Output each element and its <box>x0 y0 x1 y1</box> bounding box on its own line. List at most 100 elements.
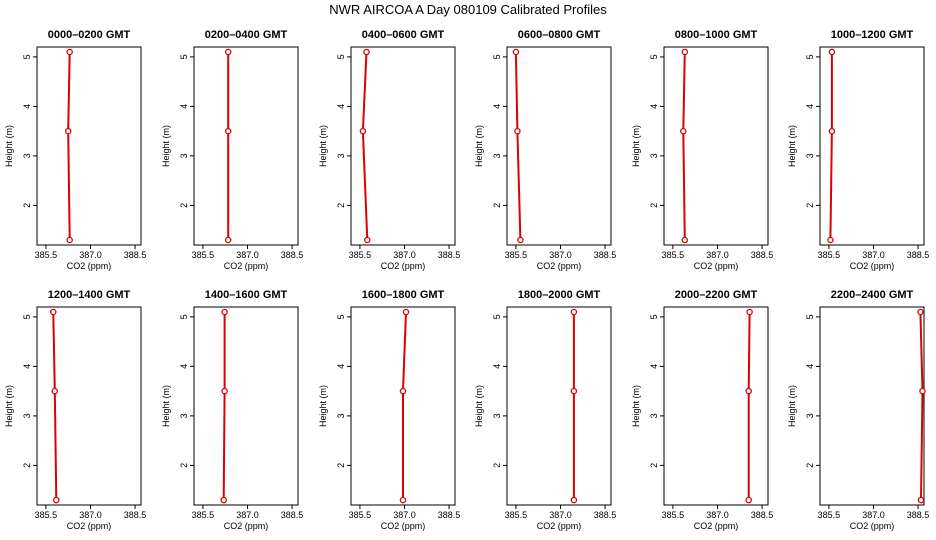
y-tick-label: 2 <box>492 463 502 468</box>
x-tick-label: 387.0 <box>393 510 416 520</box>
y-tick-label: 4 <box>22 364 32 369</box>
x-tick-label: 385.5 <box>349 510 372 520</box>
plot-frame <box>663 46 769 246</box>
data-point <box>746 308 753 316</box>
x-axis-label: CO2 (ppm) <box>537 261 582 271</box>
x-tick-label: 387.0 <box>79 250 102 260</box>
panel-title: 1600–1800 GMT <box>362 289 445 301</box>
x-tick-label: 385.5 <box>818 250 841 260</box>
y-tick-label: 2 <box>179 463 189 468</box>
y-tick-label: 2 <box>336 463 346 468</box>
data-point <box>399 387 407 395</box>
y-axis-label: Height (m) <box>318 125 328 167</box>
profile-line <box>67 51 71 241</box>
data-point <box>917 496 925 504</box>
plot-frame <box>506 306 612 506</box>
x-tick-label: 387.0 <box>862 250 885 260</box>
x-axis-label: CO2 (ppm) <box>224 521 269 531</box>
y-axis-label: Height (m) <box>474 125 484 167</box>
data-point <box>570 496 578 504</box>
data-point <box>917 308 924 316</box>
y-axis-label: Height (m) <box>631 125 641 167</box>
y-tick-label: 4 <box>22 104 32 109</box>
x-tick-label: 387.0 <box>706 250 729 260</box>
x-axis-label: CO2 (ppm) <box>694 521 739 531</box>
data-point <box>64 127 72 135</box>
plot-frame <box>819 46 925 246</box>
y-tick-label: 2 <box>336 203 346 208</box>
y-axis-label: Height (m) <box>161 125 171 167</box>
panel-title: 0000–0200 GMT <box>48 29 131 41</box>
y-tick-label: 5 <box>492 54 502 59</box>
y-tick-label: 4 <box>179 104 189 109</box>
data-point <box>680 127 687 135</box>
panel-7: 1200–1400 GMT 385.5 387.0 388.5 2 3 4 5 CO2 (ppm… <box>4 289 146 531</box>
x-tick-label: 388.5 <box>751 510 774 520</box>
panel-title: 2200–2400 GMT <box>831 289 914 301</box>
x-axis-label: CO2 (ppm) <box>67 261 112 271</box>
y-tick-label: 2 <box>179 203 189 208</box>
x-tick-label: 388.5 <box>438 510 461 520</box>
x-tick-label: 385.5 <box>35 250 58 260</box>
panel-12: 2200–2400 GMT 385.5 387.0 388.5 2 3 4 5 CO2 (ppm… <box>787 289 929 531</box>
plot-frame <box>350 306 456 506</box>
data-point <box>221 308 228 316</box>
x-tick-label: 385.5 <box>35 510 58 520</box>
profile-line <box>514 51 522 241</box>
data-point <box>512 48 520 56</box>
y-axis-label: Height (m) <box>4 125 14 167</box>
panel-9: 1600–1800 GMT 385.5 387.0 388.5 2 3 4 5 CO2 (ppm… <box>318 289 460 531</box>
y-tick-label: 3 <box>805 413 815 418</box>
x-tick-label: 387.0 <box>79 510 102 520</box>
x-axis-label: CO2 (ppm) <box>381 261 426 271</box>
y-tick-label: 3 <box>492 153 502 158</box>
panel-title: 0200–0400 GMT <box>205 29 288 41</box>
y-tick-label: 4 <box>179 364 189 369</box>
y-tick-label: 3 <box>492 413 502 418</box>
data-point <box>224 48 232 56</box>
data-point <box>53 496 60 504</box>
y-tick-label: 5 <box>22 314 32 319</box>
data-point <box>359 127 367 135</box>
panel-title: 1800–2000 GMT <box>518 289 601 301</box>
x-tick-label: 385.5 <box>192 250 215 260</box>
data-point <box>681 236 689 244</box>
plot-frame <box>36 306 142 506</box>
x-tick-label: 388.5 <box>907 510 930 520</box>
x-tick-label: 387.0 <box>549 510 572 520</box>
plot-frame <box>36 46 142 246</box>
x-tick-label: 387.0 <box>862 510 885 520</box>
y-tick-label: 5 <box>805 54 815 59</box>
x-tick-label: 388.5 <box>281 510 304 520</box>
y-tick-label: 3 <box>179 153 189 158</box>
x-tick-label: 388.5 <box>594 510 617 520</box>
y-tick-label: 4 <box>805 104 815 109</box>
panel-6: 1000–1200 GMT 385.5 387.0 388.5 2 3 4 5 CO2 (ppm… <box>787 29 929 271</box>
profile-line <box>829 52 833 241</box>
x-tick-label: 385.5 <box>505 250 528 260</box>
data-point <box>517 236 524 244</box>
data-point <box>570 308 578 316</box>
data-point <box>399 496 407 504</box>
panel-title: 2000–2200 GMT <box>675 289 758 301</box>
y-tick-label: 4 <box>649 104 659 109</box>
y-tick-label: 3 <box>649 153 659 158</box>
profile-line <box>361 51 369 241</box>
y-tick-label: 3 <box>336 413 346 418</box>
panel-title: 1000–1200 GMT <box>831 29 914 41</box>
y-tick-label: 4 <box>805 364 815 369</box>
y-tick-label: 2 <box>805 463 815 468</box>
x-axis-label: CO2 (ppm) <box>224 261 269 271</box>
x-axis-label: CO2 (ppm) <box>381 521 426 531</box>
panel-2: 0200–0400 GMT 385.5 387.0 388.5 2 3 4 5 CO2 (ppm… <box>161 29 303 271</box>
y-axis-label: Height (m) <box>787 125 797 167</box>
y-tick-label: 3 <box>22 153 32 158</box>
page-title: NWR AIRCOA A Day 080109 Calibrated Profi… <box>329 2 607 17</box>
plot-frame <box>819 306 925 506</box>
plot-frame <box>506 46 612 246</box>
y-tick-label: 4 <box>649 364 659 369</box>
profile-line <box>682 51 686 241</box>
x-tick-label: 385.5 <box>662 250 685 260</box>
y-tick-label: 5 <box>805 314 815 319</box>
y-tick-label: 2 <box>649 463 659 468</box>
